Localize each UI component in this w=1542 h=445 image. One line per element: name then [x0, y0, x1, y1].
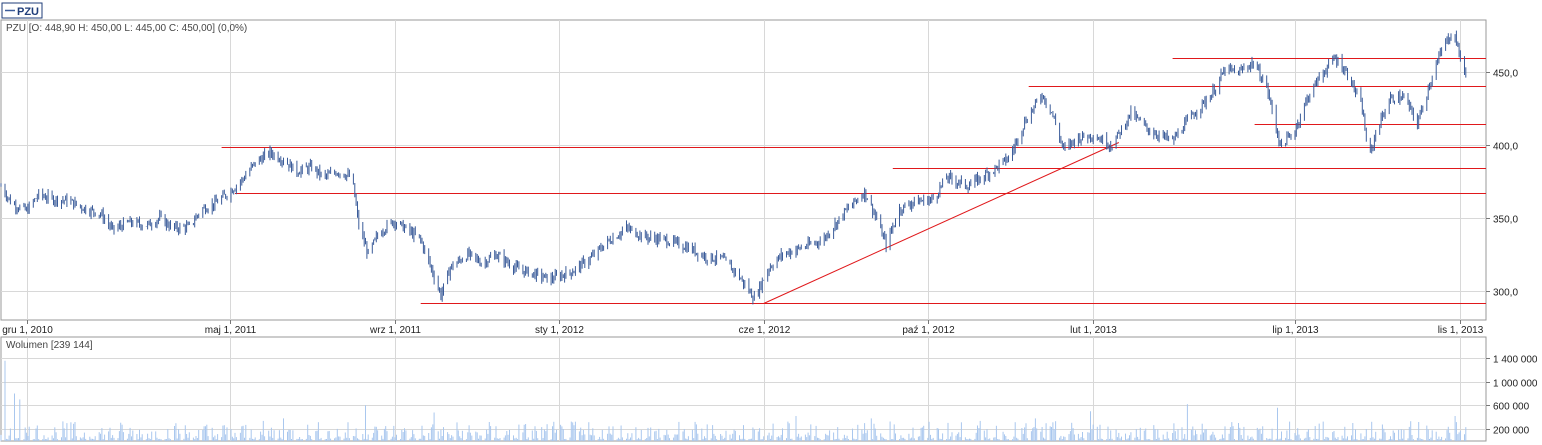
trendlines: [221, 58, 1486, 304]
volume-tick-label: 200 000: [1493, 426, 1530, 437]
price-panel-frame: [0, 19, 1487, 321]
x-tick-label: sty 1, 2012: [535, 325, 584, 336]
x-tick-label: wrz 1, 2011: [369, 325, 421, 336]
time-axis: gru 1, 2010 maj 1, 2011 wrz 1, 2011 sty 1, …: [2, 320, 1484, 336]
x-tick-label: cze 1, 2012: [739, 325, 791, 336]
x-tick-label: gru 1, 2010: [2, 325, 53, 336]
x-tick-label: paź 1, 2012: [902, 325, 955, 336]
volume-info-label: Wolumen [239 144]: [6, 340, 93, 351]
y-tick-label: 300,0: [1493, 288, 1518, 299]
volume-axis: 200 000 600 000 1 000 000 1 400 000: [1486, 355, 1538, 437]
x-tick-label: maj 1, 2011: [205, 325, 257, 336]
x-tick-label: lis 1, 2013: [1438, 325, 1484, 336]
volume-tick-label: 600 000: [1493, 402, 1530, 413]
volume-tick-label: 1 000 000: [1493, 379, 1538, 390]
price-info-label: PZU [O: 448,90 H: 450,00 L: 445,00 C: 45…: [6, 23, 247, 34]
volume-panel: Wolumen [239 144] 200 000 600 000 1 000 00…: [0, 336, 1538, 442]
x-tick-label: lip 1, 2013: [1272, 325, 1319, 336]
y-tick-label: 450,0: [1493, 69, 1518, 80]
volume-tick-label: 1 400 000: [1493, 355, 1538, 366]
price-gridlines: [1, 20, 1486, 320]
trendline[interactable]: [763, 142, 1120, 304]
volume-bars: [0, 360, 1467, 441]
y-tick-label: 400,0: [1493, 142, 1518, 153]
price-series: [0, 30, 1467, 305]
symbol-tab[interactable]: PZU: [1, 2, 43, 19]
symbol-tab-label: PZU: [17, 6, 39, 18]
price-panel: PZU [O: 448,90 H: 450,00 L: 445,00 C: 45…: [0, 19, 1518, 336]
y-tick-label: 350,0: [1493, 215, 1518, 226]
price-axis: 300,0 350,0 400,0 450,0: [1486, 69, 1518, 299]
x-tick-label: lut 1, 2013: [1070, 325, 1117, 336]
